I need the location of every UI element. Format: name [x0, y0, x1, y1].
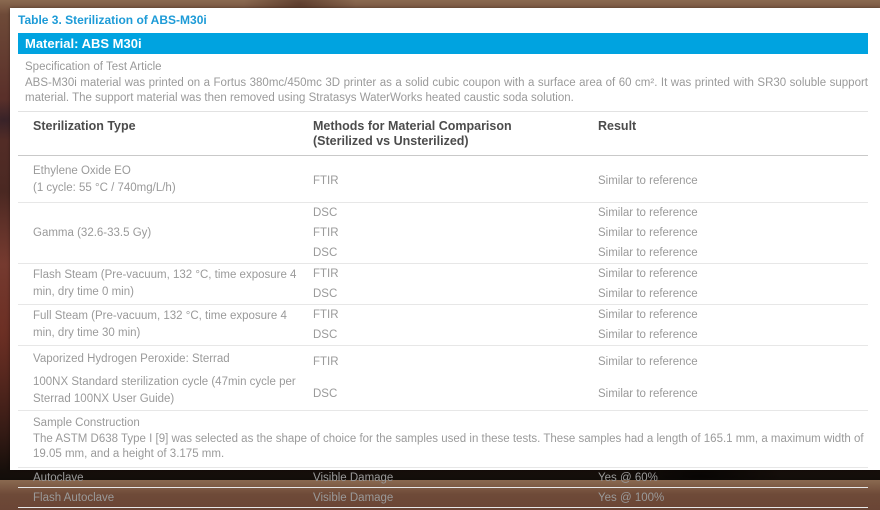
- result-value: Similar to reference: [598, 175, 698, 187]
- method-value: FTIR: [313, 356, 339, 368]
- result-value: Similar to reference: [598, 268, 698, 280]
- table-caption: Table 3. Sterilization of ABS-M30i: [18, 13, 207, 27]
- methods-cell: FTIR DSC: [313, 264, 598, 304]
- result-value: Similar to reference: [598, 247, 698, 259]
- result-value: Similar to reference: [598, 207, 698, 219]
- result-value: Similar to reference: [598, 227, 698, 239]
- method-value: DSC: [313, 247, 338, 259]
- table-header-row: Sterilization Type Methods for Material …: [18, 112, 868, 156]
- header-sterilization-type: Sterilization Type: [33, 119, 136, 133]
- method-value: DSC: [313, 329, 338, 341]
- result-value: Similar to reference: [598, 356, 698, 368]
- table-row-autoclave: Autoclave Visible Damage Yes @ 60%: [18, 467, 868, 487]
- type-line: Full Steam (Pre-vacuum, 132 °C, time exp…: [33, 310, 287, 339]
- type-line: Flash Steam (Pre-vacuum, 132 °C, time ex…: [33, 269, 297, 298]
- method-value: FTIR: [313, 309, 339, 321]
- type-cell: Flash Autoclave: [33, 491, 115, 504]
- sample-construction-heading: Sample Construction: [33, 417, 140, 429]
- type-cell: Gamma (32.6-33.5 Gy): [18, 203, 313, 263]
- type-cell: Ethylene Oxide EO (1 cycle: 55 °C / 740m…: [18, 156, 313, 206]
- type-line: 100NX Standard sterilization cycle (47mi…: [33, 376, 296, 405]
- table-group-gamma: Gamma (32.6-33.5 Gy) DSC FTIR DSC Simila…: [18, 203, 868, 264]
- type-cell: Vaporized Hydrogen Peroxide: Sterrad 100…: [18, 346, 313, 410]
- type-line: Vaporized Hydrogen Peroxide: Sterrad: [33, 353, 230, 365]
- type-line: Gamma (32.6-33.5 Gy): [33, 226, 152, 239]
- methods-cell: FTIR: [313, 156, 598, 206]
- specification-section: Specification of Test Article ABS-M30i m…: [18, 54, 868, 111]
- results-cell: Similar to reference Similar to referenc…: [598, 346, 868, 410]
- method-value: FTIR: [313, 175, 339, 187]
- sample-construction-body: The ASTM D638 Type I [9] was selected as…: [33, 433, 864, 460]
- results-cell: Similar to reference Similar to referenc…: [598, 305, 868, 345]
- sample-construction-section: Sample Construction The ASTM D638 Type I…: [18, 411, 868, 467]
- methods-cell: FTIR DSC: [313, 346, 598, 410]
- results-cell: Similar to reference Similar to referenc…: [598, 264, 868, 304]
- methods-cell: DSC FTIR DSC: [313, 203, 598, 263]
- result-value: Similar to reference: [598, 288, 698, 300]
- header-methods-line1: Methods for Material Comparison: [313, 119, 512, 133]
- method-value: DSC: [313, 388, 338, 400]
- methods-cell: FTIR DSC: [313, 305, 598, 345]
- material-header-label: Material: ABS M30i: [25, 36, 142, 51]
- result-value: Similar to reference: [598, 329, 698, 341]
- type-line: (1 cycle: 55 °C / 740mg/L/h): [33, 182, 176, 194]
- specification-body: ABS-M30i material was printed on a Fortu…: [25, 77, 868, 104]
- type-cell: Flash Steam (Pre-vacuum, 132 °C, time ex…: [18, 264, 313, 304]
- header-methods: Methods for Material Comparison (Sterili…: [313, 119, 598, 149]
- document-card: Table 3. Sterilization of ABS-M30i Mater…: [10, 8, 880, 508]
- method-value: FTIR: [313, 268, 339, 280]
- type-cell: Full Steam (Pre-vacuum, 132 °C, time exp…: [18, 305, 313, 345]
- specification-heading: Specification of Test Article: [25, 61, 162, 73]
- type-line: Ethylene Oxide EO: [33, 165, 131, 177]
- result-value: Yes @ 100%: [598, 491, 665, 504]
- results-cell: Similar to reference: [598, 156, 868, 206]
- header-methods-line2: (Sterilized vs Unsterilized): [313, 134, 469, 148]
- result-value: Similar to reference: [598, 388, 698, 400]
- header-result: Result: [598, 119, 637, 133]
- results-cell: Similar to reference Similar to referenc…: [598, 203, 868, 263]
- sterilization-table: Sterilization Type Methods for Material …: [18, 111, 868, 510]
- table-group-flash-steam: Flash Steam (Pre-vacuum, 132 °C, time ex…: [18, 264, 868, 305]
- method-value: Visible Damage: [313, 471, 394, 484]
- table-group-ethylene-oxide: Ethylene Oxide EO (1 cycle: 55 °C / 740m…: [18, 156, 868, 203]
- result-value: Similar to reference: [598, 309, 698, 321]
- result-value: Yes @ 60%: [598, 471, 658, 484]
- type-cell: Autoclave: [33, 471, 84, 484]
- table-group-sterrad: Vaporized Hydrogen Peroxide: Sterrad 100…: [18, 346, 868, 411]
- method-value: Visible Damage: [313, 491, 394, 504]
- material-header-bar: Material: ABS M30i: [18, 33, 868, 54]
- table-row-flash-autoclave: Flash Autoclave Visible Damage Yes @ 100…: [18, 487, 868, 507]
- method-value: FTIR: [313, 227, 339, 239]
- method-value: DSC: [313, 207, 338, 219]
- method-value: DSC: [313, 288, 338, 300]
- table-group-full-steam: Full Steam (Pre-vacuum, 132 °C, time exp…: [18, 305, 868, 346]
